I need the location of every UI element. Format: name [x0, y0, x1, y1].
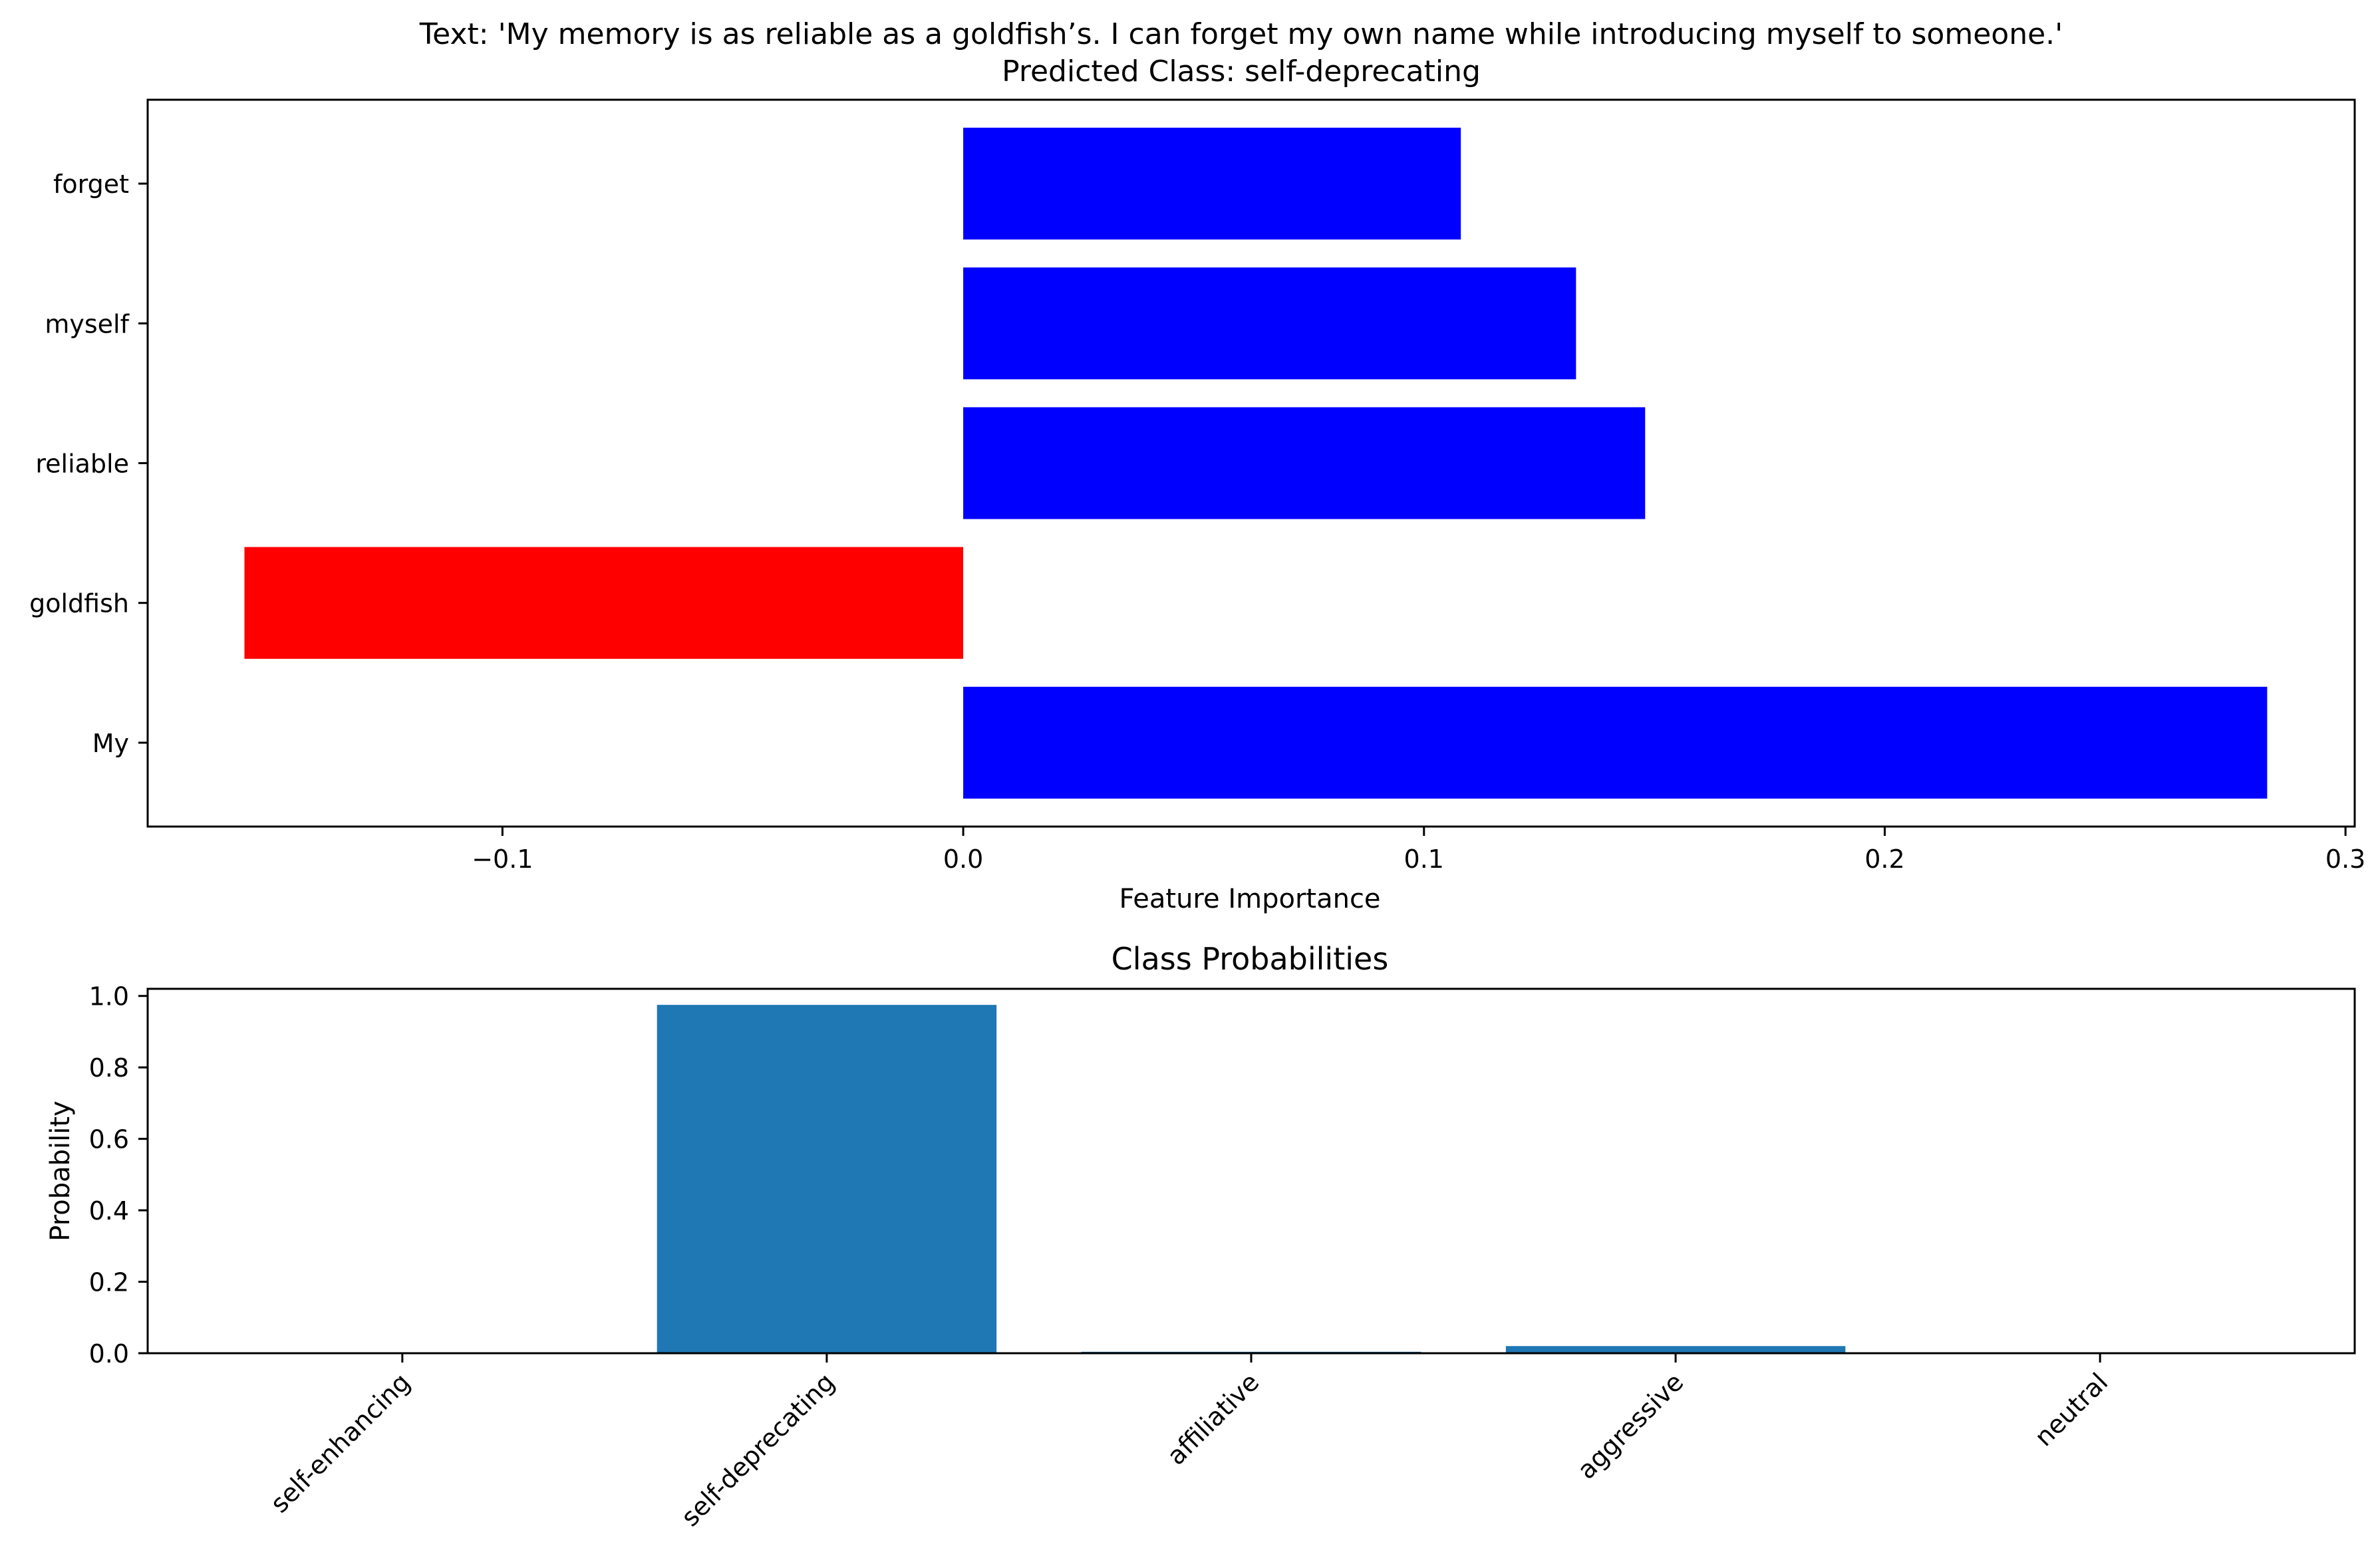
y-tick-label: My: [92, 729, 129, 758]
x-tick-label: 0.3: [2325, 845, 2365, 874]
feature-plot-frame: [146, 98, 2356, 828]
probabilities-title: Class Probabilities: [1112, 941, 1389, 977]
y-tick-label: reliable: [35, 450, 129, 479]
y-tick-label: 0.4: [89, 1196, 129, 1226]
feature-bar-myself: [963, 267, 1576, 380]
feature-importance-panel: Text: 'My memory is as reliable as a gol…: [29, 17, 2365, 914]
y-tick-label: forget: [53, 170, 129, 199]
y-tick-label: 0.2: [89, 1268, 129, 1297]
y-tick-label: 1.0: [89, 982, 129, 1011]
y-tick-label: 0.0: [89, 1339, 129, 1369]
feature-bar-my: [963, 686, 2268, 799]
x-axis-label: Feature Importance: [1119, 884, 1380, 914]
feature-bars: [244, 128, 2268, 799]
feature-bar-reliable: [963, 407, 1646, 519]
feature-bar-forget: [963, 128, 1461, 240]
x-tick-label: 0.0: [943, 845, 983, 874]
y-axis-label: Probability: [45, 1101, 76, 1241]
x-tick-label: 0.2: [1864, 845, 1904, 874]
y-tick-label: goldfish: [29, 589, 129, 618]
feature-x-ticks: −0.1 0.0 0.1 0.2 0.3: [472, 827, 2365, 874]
probability-plot-frame: [146, 987, 2356, 1355]
feature-y-ticks: My goldfish reliable myself forget: [29, 170, 148, 758]
chart-title: Text: 'My memory is as reliable as a gol…: [419, 17, 2063, 51]
probability-bar-self-deprecating: [657, 1005, 997, 1353]
feature-bar-goldfish: [244, 547, 964, 659]
chart-subtitle: Predicted Class: self-deprecating: [1002, 55, 1481, 88]
x-tick-label: 0.1: [1404, 845, 1444, 874]
probability-bars: [232, 1005, 2270, 1353]
probability-bar-aggressive: [1505, 1346, 1846, 1353]
y-tick-label: 0.6: [89, 1125, 129, 1154]
x-tick-label: −0.1: [472, 845, 533, 874]
y-tick-label: 0.8: [89, 1053, 129, 1083]
probability-y-ticks: 0.0 0.2 0.4 0.6 0.8 1.0: [89, 982, 148, 1369]
y-tick-label: myself: [45, 309, 130, 338]
